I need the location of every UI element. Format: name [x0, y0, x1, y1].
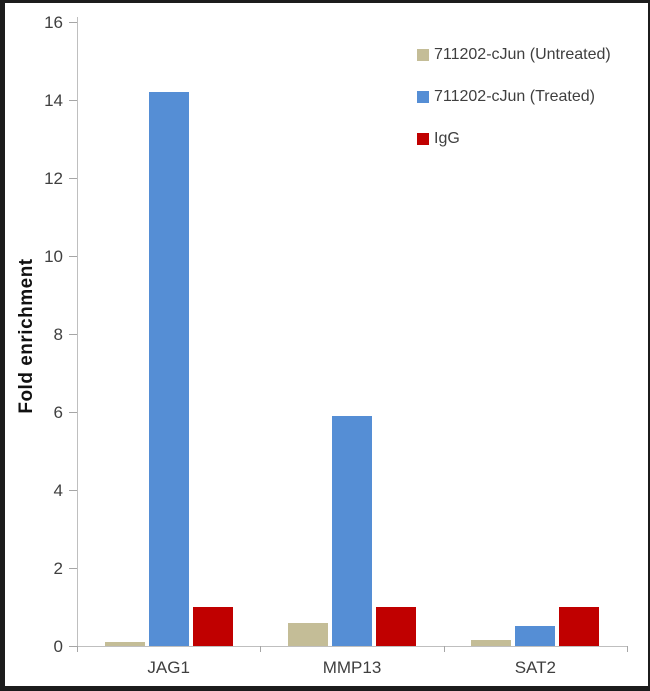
legend-swatch-icon	[417, 49, 429, 61]
legend-label: 711202-cJun (Treated)	[434, 88, 595, 105]
legend-label: IgG	[434, 130, 460, 147]
y-axis-tick-label: 16	[44, 13, 63, 32]
bar-jag1-series-2	[193, 607, 233, 646]
x-axis-tick	[443, 646, 445, 652]
bar-sat2-series-1	[515, 626, 555, 646]
bar-mmp13-series-0	[288, 623, 328, 646]
y-axis-tick-label: 12	[44, 169, 63, 188]
y-axis-tick-label: 14	[44, 91, 63, 110]
legend-entry-0: 711202-cJun (Untreated)	[417, 46, 611, 63]
y-axis-tick-label: 0	[53, 637, 63, 656]
legend-swatch-icon	[417, 91, 429, 103]
bar-mmp13-series-2	[376, 607, 416, 646]
bar-jag1-series-0	[105, 642, 145, 646]
y-axis-line	[77, 17, 78, 647]
bar-sat2-series-2	[559, 607, 599, 646]
y-axis-tick	[69, 22, 77, 23]
x-category-label-sat2: SAT2	[514, 658, 556, 677]
y-axis-tick-label: 10	[44, 247, 63, 266]
x-category-label-jag1: JAG1	[147, 658, 190, 677]
legend-label: 711202-cJun (Untreated)	[434, 46, 611, 63]
y-axis-tick-label: 8	[53, 325, 63, 344]
legend-entry-1: 711202-cJun (Treated)	[417, 88, 611, 105]
legend: 711202-cJun (Untreated) 711202-cJun (Trea…	[417, 46, 611, 173]
bar-jag1-series-1	[149, 92, 189, 646]
y-axis-tick	[69, 178, 77, 179]
bar-mmp13-series-1	[332, 416, 372, 646]
y-axis-tick	[69, 256, 77, 257]
y-axis-tick-label: 4	[53, 481, 63, 500]
y-axis-tick	[69, 100, 77, 101]
x-category-label-mmp13: MMP13	[322, 658, 382, 677]
x-axis-tick	[260, 646, 262, 652]
y-axis-tick-label: 2	[53, 559, 63, 578]
x-axis-tick	[77, 646, 78, 652]
x-axis-tick	[627, 646, 628, 652]
y-axis-tick	[69, 490, 77, 491]
bar-sat2-series-0	[471, 640, 511, 646]
y-axis-tick-label: 6	[53, 403, 63, 422]
legend-entry-2: IgG	[417, 130, 611, 147]
y-axis-tick	[69, 646, 77, 647]
y-axis-tick	[69, 412, 77, 413]
x-axis-line	[77, 646, 628, 647]
y-axis-tick	[69, 334, 77, 335]
legend-swatch-icon	[417, 133, 429, 145]
y-axis-tick	[69, 568, 77, 569]
